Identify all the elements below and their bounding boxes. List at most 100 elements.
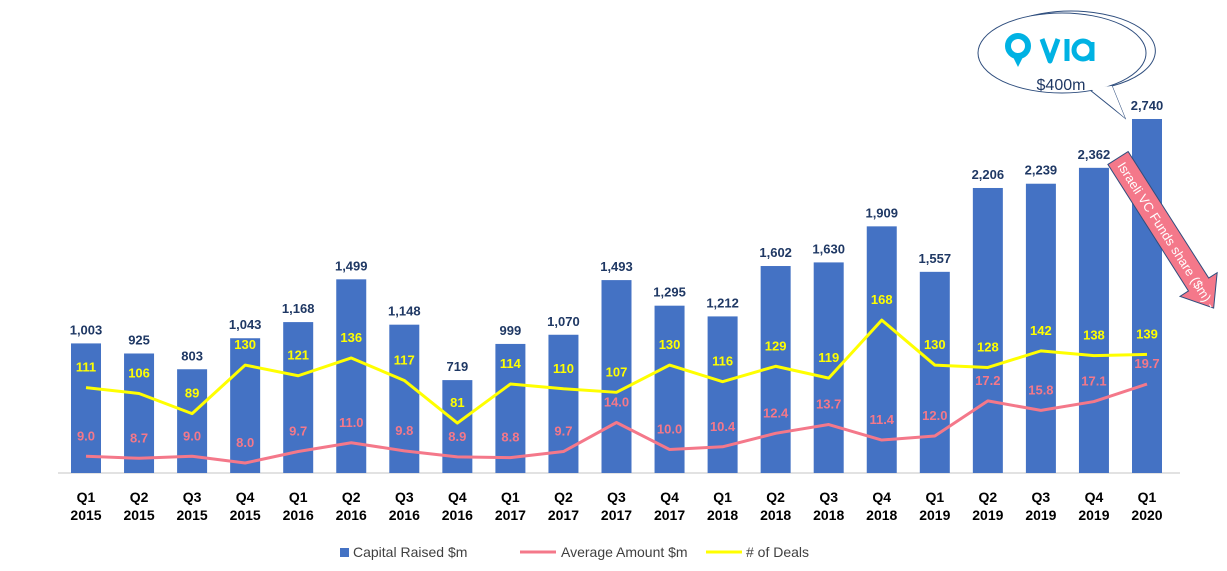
- x-tick-year: 2019: [1078, 507, 1109, 523]
- x-tick-year: 2019: [1025, 507, 1056, 523]
- bar-capital: [442, 380, 472, 473]
- x-tick-year: 2015: [177, 507, 208, 523]
- x-tick-quarter: Q3: [607, 489, 626, 505]
- x-tick-quarter: Q2: [130, 489, 149, 505]
- data-label-capital: 1,070: [547, 314, 580, 329]
- data-label-deals: 142: [1030, 323, 1052, 338]
- data-label-capital: 999: [500, 323, 522, 338]
- data-label-average: 8.7: [130, 430, 148, 445]
- x-tick-year: 2019: [919, 507, 950, 523]
- x-tick-year: 2017: [654, 507, 685, 523]
- x-tick-quarter: Q1: [289, 489, 308, 505]
- data-label-average: 9.0: [77, 428, 95, 443]
- data-label-deals: 136: [340, 330, 362, 345]
- data-label-capital: 2,362: [1078, 147, 1111, 162]
- data-label-capital: 719: [446, 359, 468, 374]
- data-label-deals: 114: [500, 356, 522, 371]
- data-label-capital: 1,003: [70, 322, 103, 337]
- data-label-average: 15.8: [1028, 382, 1053, 397]
- data-label-deals: 128: [977, 339, 999, 354]
- data-label-deals: 130: [659, 337, 681, 352]
- data-label-capital: 1,630: [812, 241, 845, 256]
- data-label-deals: 119: [818, 350, 839, 365]
- x-tick-quarter: Q4: [660, 489, 679, 505]
- x-tick-quarter: Q3: [1032, 489, 1051, 505]
- x-tick-quarter: Q3: [183, 489, 202, 505]
- x-tick-year: 2015: [230, 507, 261, 523]
- data-label-capital: 2,740: [1131, 98, 1164, 113]
- bar-capital: [708, 316, 738, 473]
- x-tick-quarter: Q1: [713, 489, 732, 505]
- data-label-average: 10.4: [710, 419, 736, 434]
- data-label-average: 8.9: [448, 429, 466, 444]
- data-label-capital: 2,206: [972, 167, 1005, 182]
- x-tick-year: 2017: [548, 507, 579, 523]
- data-label-average: 10.0: [657, 422, 682, 437]
- data-label-capital: 2,239: [1025, 163, 1058, 178]
- x-tick-quarter: Q4: [236, 489, 255, 505]
- data-label-deals: 168: [871, 292, 893, 307]
- x-tick-year: 2019: [972, 507, 1003, 523]
- data-label-capital: 1,212: [706, 295, 739, 310]
- x-tick-year: 2015: [70, 507, 101, 523]
- data-label-deals: 139: [1136, 326, 1158, 341]
- data-label-capital: 1,909: [865, 205, 898, 220]
- x-tick-quarter: Q2: [554, 489, 573, 505]
- bar-capital: [973, 188, 1003, 473]
- x-tick-year: 2018: [813, 507, 844, 523]
- data-label-average: 9.7: [289, 424, 307, 439]
- arrow-text: Israeli VC Funds share ($m) -7%: [1114, 159, 1227, 327]
- x-tick-quarter: Q4: [872, 489, 891, 505]
- data-label-deals: 130: [924, 337, 946, 352]
- legend-item-deals: # of Deals: [706, 544, 809, 560]
- x-tick-quarter: Q1: [501, 489, 520, 505]
- data-label-capital: 1,148: [388, 304, 421, 319]
- data-label-capital: 1,499: [335, 258, 368, 273]
- data-label-deals: 121: [287, 348, 309, 363]
- x-tick-year: 2015: [123, 507, 154, 523]
- legend-item-capital: Capital Raised $m: [340, 544, 467, 560]
- x-tick-year: 2016: [336, 507, 367, 523]
- data-label-capital: 925: [128, 332, 150, 347]
- x-tick-quarter: Q2: [979, 489, 998, 505]
- data-label-capital: 1,043: [229, 317, 262, 332]
- data-label-deals: 106: [128, 365, 150, 380]
- x-tick-year: 2016: [283, 507, 314, 523]
- share-arrow: Israeli VC Funds share ($m) -7%: [1099, 146, 1227, 335]
- data-label-average: 12.0: [922, 408, 947, 423]
- bar-capital: [920, 272, 950, 473]
- x-tick-quarter: Q2: [342, 489, 361, 505]
- data-label-average: 8.8: [501, 430, 519, 445]
- data-label-average: 9.7: [554, 424, 572, 439]
- data-label-average: 11.4: [869, 412, 894, 427]
- legend: Capital Raised $m Average Amount $m # of…: [340, 544, 809, 560]
- legend-label-average: Average Amount $m: [561, 544, 688, 560]
- data-label-average: 19.7: [1134, 356, 1159, 371]
- data-label-average: 12.4: [763, 405, 789, 420]
- data-label-capital: 1,602: [759, 245, 792, 260]
- data-label-deals: 129: [765, 338, 787, 353]
- x-tick-quarter: Q3: [395, 489, 414, 505]
- legend-swatch-capital: [340, 548, 349, 557]
- data-label-capital: 1,557: [919, 251, 952, 266]
- data-label-average: 17.2: [975, 373, 1000, 388]
- x-tick-year: 2017: [495, 507, 526, 523]
- data-label-deals: 81: [450, 395, 464, 410]
- x-tick-year: 2018: [760, 507, 791, 523]
- data-label-deals: 107: [606, 364, 628, 379]
- data-label-capital: 1,493: [600, 259, 633, 274]
- bar-capital: [230, 338, 260, 473]
- x-tick-year: 2016: [442, 507, 473, 523]
- data-label-average: 9.0: [183, 428, 201, 443]
- x-tick-quarter: Q4: [448, 489, 467, 505]
- x-tick-year: 2017: [601, 507, 632, 523]
- via-callout: $400m: [978, 11, 1155, 118]
- bar-capital: [1079, 168, 1109, 473]
- data-label-deals: 111: [76, 360, 96, 375]
- data-label-average: 9.8: [395, 423, 413, 438]
- data-label-deals: 110: [553, 361, 574, 376]
- x-tick-quarter: Q2: [766, 489, 785, 505]
- x-tick-quarter: Q1: [925, 489, 944, 505]
- data-label-capital: 1,295: [653, 285, 686, 300]
